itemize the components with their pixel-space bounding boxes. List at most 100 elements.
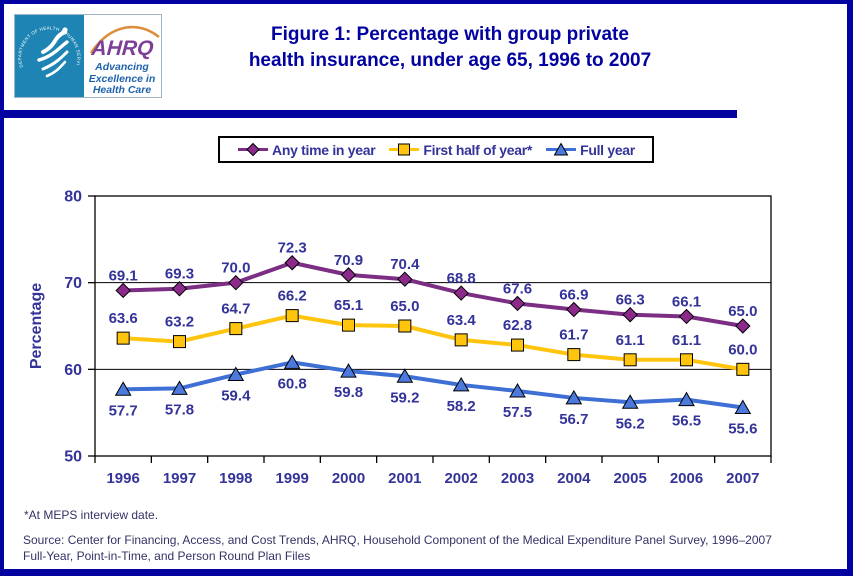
y-tick-label: 70 — [64, 275, 82, 292]
data-label: 55.6 — [728, 420, 757, 437]
source-note: Source: Center for Financing, Access, an… — [23, 532, 835, 564]
ahrq-hhs-logo: DEPARTMENT OF HEALTH & HUMAN SERVICES • … — [14, 14, 162, 98]
data-point-marker — [621, 394, 639, 409]
data-label: 66.2 — [278, 288, 307, 305]
series-line-square — [121, 313, 745, 372]
data-label: 62.8 — [503, 317, 532, 334]
data-point-marker — [454, 333, 468, 347]
data-point-marker — [678, 391, 695, 407]
data-label: 64.7 — [221, 301, 250, 318]
data-point-marker — [283, 354, 301, 369]
ahrq-acronym: AHRQ — [90, 37, 155, 60]
ahrq-tagline: Advancing Excellence in Health Care — [85, 61, 159, 97]
data-label: 65.0 — [390, 298, 419, 315]
data-label: 59.2 — [390, 389, 419, 406]
tagline-line: Health Care — [92, 84, 152, 96]
plot-area-border — [94, 195, 772, 457]
data-label: 69.1 — [109, 267, 138, 284]
data-point-marker — [340, 267, 357, 283]
data-label: 66.1 — [672, 293, 701, 310]
data-label: 57.8 — [165, 401, 194, 418]
data-label: 57.5 — [503, 404, 532, 421]
data-label: 61.1 — [616, 332, 645, 349]
footnote-meps: *At MEPS interview date. — [24, 508, 159, 522]
x-tick-label: 2004 — [557, 470, 591, 487]
data-point-marker — [736, 362, 750, 376]
data-point-marker — [622, 307, 638, 323]
x-tick-label: 2000 — [332, 470, 365, 487]
data-label: 56.2 — [616, 415, 645, 432]
x-tick-label: 2007 — [726, 470, 759, 487]
data-point-marker — [171, 380, 188, 395]
data-point-marker — [342, 318, 355, 332]
data-label: 65.0 — [728, 303, 757, 320]
chart-legend: Any time in year First half of year* Ful… — [218, 136, 654, 163]
data-point-marker — [229, 322, 243, 336]
data-label: 56.5 — [672, 413, 701, 430]
data-point-marker — [567, 348, 581, 362]
source-line2: Full-Year, Point-in-Time, and Person Rou… — [23, 549, 311, 563]
legend-item-any-time-in-year: Any time in year — [237, 142, 376, 158]
data-point-marker — [511, 338, 524, 352]
data-point-marker — [735, 318, 751, 334]
x-tick-label: 1999 — [275, 470, 308, 487]
source-line1: Source: Center for Financing, Access, an… — [23, 533, 772, 547]
legend-item-first-half-of-year: First half of year* — [388, 142, 532, 158]
data-point-marker — [227, 366, 245, 382]
x-tick-label: 2005 — [613, 470, 646, 487]
x-tick-label: 2001 — [388, 470, 421, 487]
data-point-marker — [284, 255, 300, 271]
diamond-marker-icon — [238, 142, 269, 157]
x-tick-label: 1998 — [219, 470, 252, 487]
data-label: 70.4 — [390, 256, 420, 273]
data-label: 63.2 — [165, 314, 194, 331]
figure-title: Figure 1: Percentage with group private … — [170, 22, 730, 74]
data-label: 68.8 — [447, 270, 476, 287]
data-label: 56.7 — [559, 411, 588, 428]
data-point-marker — [566, 301, 582, 318]
y-tick-label: 50 — [64, 449, 82, 466]
data-label: 59.4 — [221, 388, 251, 405]
data-label: 66.3 — [616, 292, 645, 309]
logo-graphic: DEPARTMENT OF HEALTH & HUMAN SERVICES • … — [15, 15, 160, 97]
data-point-marker — [452, 376, 470, 392]
data-label: 70.9 — [334, 252, 363, 269]
data-point-marker — [565, 389, 583, 405]
hhs-eagle-icon — [37, 27, 69, 78]
data-point-marker — [396, 368, 414, 383]
data-point-marker — [115, 282, 131, 299]
data-label: 69.3 — [165, 266, 194, 283]
x-tick-label: 2003 — [501, 470, 534, 487]
data-point-marker — [509, 382, 526, 398]
data-point-marker — [228, 274, 244, 291]
figure-title-line2: health insurance, under age 65, 1996 to … — [248, 50, 652, 71]
legend-label: First half of year* — [423, 141, 533, 158]
data-point-marker — [397, 271, 413, 287]
tagline-line: Excellence in — [88, 72, 156, 85]
figure-title-line1: Figure 1: Percentage with group private — [271, 24, 629, 45]
data-label: 70.0 — [221, 260, 250, 277]
y-tick-label: 80 — [64, 189, 82, 206]
legend-label: Full year — [580, 141, 635, 158]
triangle-marker-icon — [546, 142, 577, 156]
y-axis-title: Percentage — [28, 282, 45, 370]
data-point-marker — [173, 335, 186, 349]
square-marker-icon — [389, 143, 420, 156]
ahrq-arc-icon — [89, 25, 160, 54]
data-label: 57.7 — [109, 402, 138, 419]
data-label: 59.8 — [334, 384, 363, 401]
x-tick-label: 1996 — [106, 470, 139, 487]
data-label: 67.6 — [503, 280, 532, 297]
data-point-marker — [116, 331, 130, 345]
data-point-marker — [453, 285, 469, 301]
data-label: 60.0 — [728, 341, 757, 358]
data-point-marker — [623, 353, 637, 367]
legend-item-full-year: Full year — [545, 142, 635, 158]
data-point-marker — [114, 381, 132, 396]
data-point-marker — [680, 353, 693, 367]
data-point-marker — [734, 399, 752, 414]
y-tick-label: 60 — [64, 362, 82, 379]
data-label: 58.2 — [447, 398, 476, 415]
